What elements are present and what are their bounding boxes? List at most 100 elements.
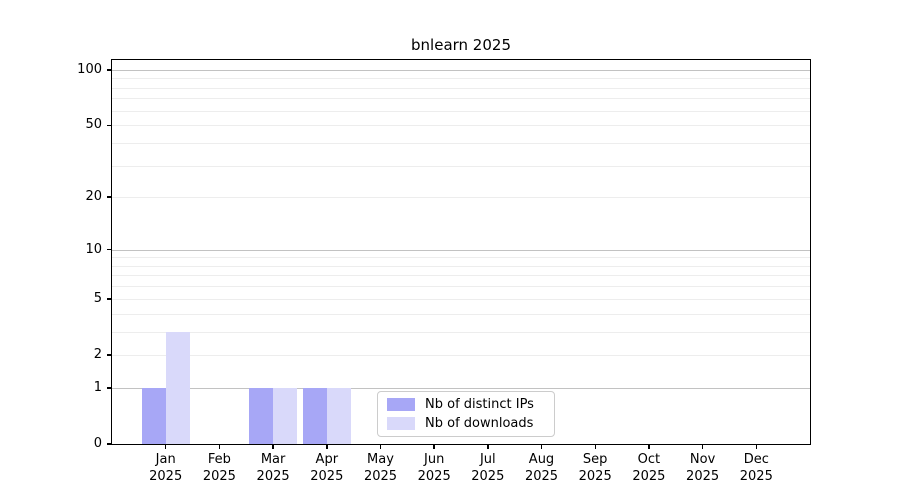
x-tick-label-month: Aug xyxy=(528,452,555,467)
x-tick-label-month: Apr xyxy=(315,452,339,467)
y-tick xyxy=(107,298,112,300)
plot-area xyxy=(111,59,811,445)
chart-title: bnlearn 2025 xyxy=(411,36,511,54)
x-tick xyxy=(326,444,328,449)
x-tick-label: May 2025 xyxy=(345,451,417,485)
minor-gridline xyxy=(112,87,810,89)
y-tick-label: 50 xyxy=(85,117,102,133)
legend: Nb of distinct IPs Nb of downloads xyxy=(377,391,555,437)
y-tick-label: 20 xyxy=(85,189,102,205)
x-tick-label-month: Nov xyxy=(689,452,716,467)
x-tick xyxy=(540,444,543,449)
x-tick-label-month: Dec xyxy=(743,452,769,467)
x-tick-label-year: 2025 xyxy=(310,469,344,484)
y-tick-label: 2 xyxy=(93,346,102,362)
legend-label-downloads: Nb of downloads xyxy=(425,416,534,431)
x-tick-label: Oct 2025 xyxy=(613,451,685,485)
bar xyxy=(302,387,327,444)
x-tick-label-month: Jul xyxy=(479,452,496,467)
minor-gridline xyxy=(112,142,810,144)
x-tick-label: Mar 2025 xyxy=(237,451,309,485)
bars-layer xyxy=(112,60,810,444)
y-tick-label: 100 xyxy=(77,61,102,77)
x-tick-label-year: 2025 xyxy=(686,469,720,484)
minor-gridline xyxy=(112,275,810,277)
y-tick xyxy=(107,248,112,251)
minor-gridline xyxy=(112,110,810,112)
y-tick xyxy=(107,354,112,356)
x-tick-label: Apr 2025 xyxy=(291,451,363,485)
x-tick-label-year: 2025 xyxy=(256,469,290,484)
minor-gridline xyxy=(112,286,810,288)
minor-gridline xyxy=(112,98,810,100)
legend-item-distinct-ips: Nb of distinct IPs xyxy=(387,397,554,412)
x-tick-label-month: Jan xyxy=(155,452,176,467)
minor-gridline xyxy=(112,354,810,356)
x-tick-label-year: 2025 xyxy=(417,469,451,484)
gridlines-layer xyxy=(112,60,810,444)
x-tick xyxy=(701,444,704,449)
x-tick xyxy=(272,444,274,449)
legend-label-distinct-ips: Nb of distinct IPs xyxy=(425,397,534,412)
x-tick-label-year: 2025 xyxy=(578,469,612,484)
y-tick xyxy=(107,443,112,445)
minor-gridline xyxy=(112,165,810,167)
x-tick-label-year: 2025 xyxy=(363,469,398,484)
x-tick-label-month: Jun xyxy=(424,452,445,467)
x-tick-label-year: 2025 xyxy=(149,469,183,484)
x-tick-label-year: 2025 xyxy=(632,469,666,484)
y-tick xyxy=(107,69,112,71)
major-gridline xyxy=(112,387,810,389)
minor-gridline xyxy=(112,313,810,315)
minor-gridline xyxy=(112,265,810,267)
legend-item-downloads: Nb of downloads xyxy=(387,416,554,431)
x-tick-label: Nov 2025 xyxy=(667,451,739,485)
y-tick xyxy=(107,387,112,389)
x-tick-label: Jun 2025 xyxy=(398,451,470,485)
x-tick-label-month: Feb xyxy=(207,452,231,467)
legend-swatch-distinct-ips xyxy=(387,398,415,411)
bar xyxy=(249,387,274,444)
bar xyxy=(165,331,190,444)
x-tick-label: Feb 2025 xyxy=(183,451,255,485)
x-tick-label: Sep 2025 xyxy=(559,451,631,485)
major-gridline xyxy=(112,69,810,71)
y-tick-label: 0 xyxy=(93,436,102,451)
bar xyxy=(326,387,351,444)
minor-gridline xyxy=(112,331,810,333)
x-tick-label-year: 2025 xyxy=(202,469,236,484)
x-tick xyxy=(379,444,382,449)
x-tick-label-month: Oct xyxy=(637,452,661,467)
x-tick xyxy=(433,444,435,449)
x-tick-label-month: Mar xyxy=(260,452,286,467)
legend-swatch-downloads xyxy=(387,417,415,430)
x-tick-label: Dec 2025 xyxy=(720,451,792,485)
y-tick-label: 1 xyxy=(93,379,102,395)
y-tick-label: 10 xyxy=(85,241,102,257)
x-tick-label-year: 2025 xyxy=(471,469,505,484)
x-tick-label-year: 2025 xyxy=(524,469,559,484)
minor-gridline xyxy=(112,78,810,80)
x-tick xyxy=(594,444,596,449)
minor-gridline xyxy=(112,197,810,199)
x-tick xyxy=(164,444,167,449)
y-tick xyxy=(107,124,112,126)
x-tick xyxy=(218,444,221,449)
minor-gridline xyxy=(112,257,810,259)
x-tick xyxy=(648,444,650,449)
x-tick-label: Jul 2025 xyxy=(452,451,524,485)
bar xyxy=(141,387,166,444)
minor-gridline xyxy=(112,125,810,127)
x-tick-label-month: Sep xyxy=(582,452,608,467)
x-tick-label-year: 2025 xyxy=(739,469,773,484)
x-tick xyxy=(755,444,758,449)
x-tick-label: Aug 2025 xyxy=(506,451,578,485)
major-gridline xyxy=(112,249,810,251)
y-tick xyxy=(107,196,112,198)
bar xyxy=(273,387,298,444)
x-tick-label-month: May xyxy=(367,452,394,467)
x-tick-label: Jan 2025 xyxy=(130,451,202,485)
minor-gridline xyxy=(112,298,810,300)
y-tick-label: 5 xyxy=(93,290,102,306)
